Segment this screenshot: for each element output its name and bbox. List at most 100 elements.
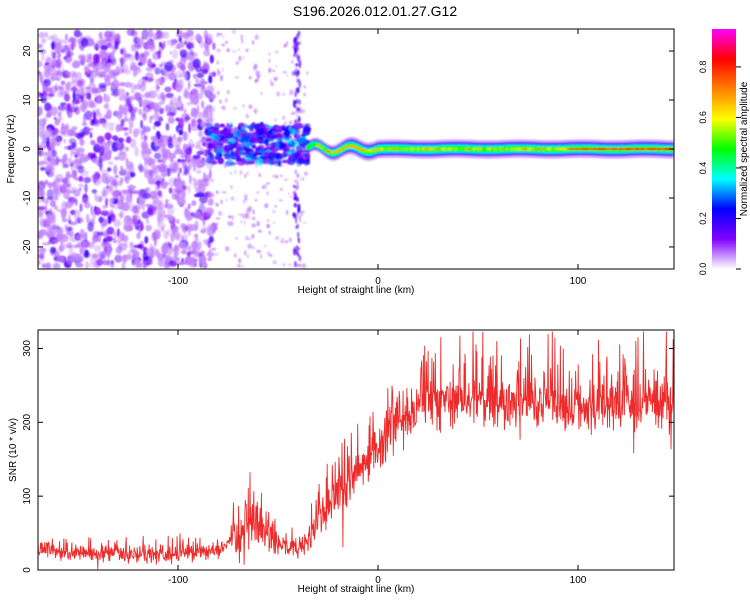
heatmap-cell: [78, 175, 84, 182]
heatmap-cell: [184, 73, 188, 81]
heatmap-cell: [275, 142, 280, 149]
heatmap-cell: [256, 220, 261, 227]
heatmap-cell: [176, 106, 183, 111]
heatmap-cell: [234, 76, 239, 79]
heatmap-cell: [257, 156, 262, 163]
heatmap-cell: [47, 110, 50, 117]
heatmap-cell: [192, 52, 198, 58]
heatmap-cell: [63, 93, 71, 102]
heatmap-cell: [78, 54, 86, 61]
heatmap-cell: [101, 223, 104, 232]
heatmap-cell: [237, 155, 241, 162]
heatmap-cell: [120, 118, 125, 127]
heatmap-cell: [176, 29, 182, 38]
heatmap-cell: [130, 112, 136, 122]
heatmap-cell: [106, 110, 110, 119]
heatmap-cell: [298, 99, 301, 105]
heatmap-cell: [239, 220, 244, 223]
heatmap-cell: [296, 69, 300, 76]
heatmap-cell: [84, 110, 93, 121]
heatmap-cell: [121, 254, 128, 264]
heatmap-cell: [104, 150, 112, 161]
heatmap-cell: [206, 85, 215, 95]
heatmap-cell: [296, 55, 301, 62]
heatmap-cell: [209, 93, 217, 100]
heatmap-cell: [187, 166, 191, 177]
heatmap-cell: [281, 92, 286, 96]
heatmap-cell: [260, 253, 263, 260]
heatmap-cell: [256, 133, 265, 140]
heatmap-cell: [186, 251, 191, 257]
heatmap-cell: [126, 29, 135, 36]
heatmap-cell: [208, 128, 212, 134]
heatmap-cell: [46, 188, 55, 200]
heatmap-cell: [68, 219, 72, 225]
heatmap-cell: [96, 112, 103, 119]
heatmap-cell: [240, 34, 244, 40]
heatmap-cell: [298, 207, 301, 214]
heatmap-cell: [219, 123, 226, 128]
heatmap-cell: [243, 194, 248, 197]
heatmap-cell: [200, 229, 207, 234]
heatmap-cell: [273, 222, 275, 225]
spectrogram-ytick-label: -20: [22, 239, 33, 254]
heatmap-cell: [226, 122, 230, 129]
heatmap-cell: [262, 158, 271, 165]
heatmap-cell: [271, 174, 276, 178]
heatmap-cell: [42, 38, 47, 44]
heatmap-cell: [275, 152, 281, 160]
colorbar-label: Normalized spectral amplitude: [739, 81, 750, 216]
heatmap-cell: [196, 104, 200, 115]
heatmap-cell: [230, 171, 232, 176]
heatmap-cell: [215, 217, 221, 220]
heatmap-cell: [274, 204, 278, 208]
heatmap-cell: [298, 148, 303, 155]
heatmap-cell: [53, 194, 59, 201]
heatmap-cell: [41, 242, 50, 246]
heatmap-cell: [294, 185, 297, 189]
heatmap-cell: [294, 122, 303, 130]
heatmap-cell: [160, 171, 168, 178]
heatmap-cell: [232, 50, 237, 53]
heatmap-cell: [38, 43, 43, 49]
heatmap-cell: [102, 60, 106, 70]
heatmap-cell: [211, 247, 217, 251]
heatmap-cell: [166, 39, 172, 46]
heatmap-cell: [64, 163, 69, 169]
heatmap-cell: [66, 241, 72, 248]
heatmap-cell: [208, 152, 213, 156]
spectrogram-xtick-label: 0: [375, 276, 381, 287]
heatmap-cell: [164, 86, 172, 93]
heatmap-cell: [253, 65, 258, 71]
heatmap-cell: [148, 77, 155, 82]
heatmap-cell: [98, 145, 105, 157]
heatmap-cell: [105, 197, 108, 207]
heatmap-cell: [241, 265, 245, 268]
heatmap-cell: [71, 101, 76, 112]
heatmap-cell: [196, 180, 204, 189]
heatmap-cell: [72, 72, 76, 78]
heatmap-cell: [294, 179, 299, 183]
heatmap-cell: [165, 92, 174, 99]
heatmap-cell: [297, 116, 301, 122]
heatmap-cell: [107, 167, 112, 172]
heatmap-cell: [257, 229, 262, 233]
heatmap-cell: [190, 97, 194, 105]
heatmap-cell: [260, 91, 264, 96]
heatmap-cell: [38, 186, 44, 196]
heatmap-cell: [238, 48, 241, 52]
heatmap-cell: [216, 222, 218, 226]
heatmap-cell: [296, 87, 300, 91]
heatmap-cell: [121, 51, 127, 58]
spectrogram-xtick-label: 100: [570, 276, 587, 287]
heatmap-cell: [206, 238, 211, 241]
heatmap-cell: [44, 114, 48, 123]
heatmap-cell: [59, 244, 64, 253]
heatmap-cell: [158, 41, 162, 47]
heatmap-cell: [192, 73, 197, 79]
heatmap-cell: [293, 248, 297, 256]
heatmap-cell: [221, 149, 228, 153]
heatmap-cell: [230, 196, 235, 201]
heatmap-cell: [217, 157, 225, 165]
heatmap-cell: [175, 257, 180, 262]
